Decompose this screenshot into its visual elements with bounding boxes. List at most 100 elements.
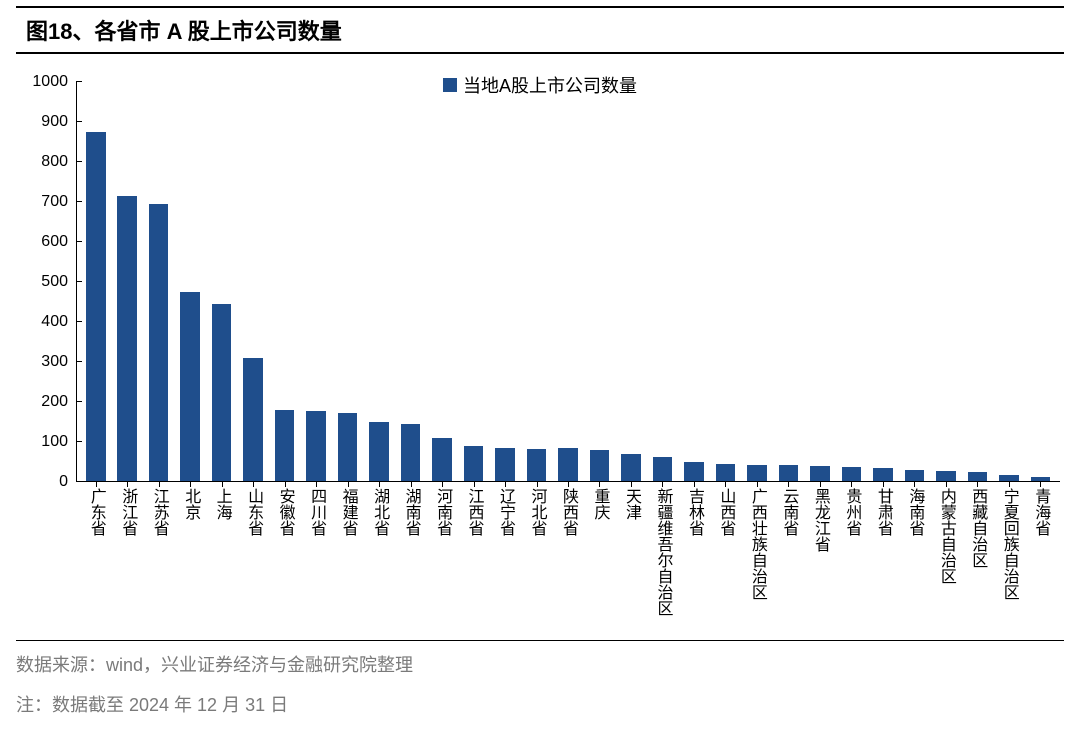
x-tick-mark bbox=[1009, 481, 1010, 487]
x-label-text: 青海省 bbox=[1032, 488, 1048, 632]
x-tick-mark bbox=[568, 481, 569, 487]
x-label: 山西省 bbox=[710, 482, 741, 632]
x-label-text: 重庆 bbox=[591, 488, 607, 632]
x-tick-mark bbox=[316, 481, 317, 487]
x-label: 贵州省 bbox=[836, 482, 867, 632]
bar-slot bbox=[332, 82, 363, 482]
bar-slot bbox=[489, 82, 520, 482]
y-tick-label: 900 bbox=[16, 113, 68, 131]
x-label-text: 山东省 bbox=[245, 488, 261, 632]
bar bbox=[527, 449, 547, 482]
x-label: 青海省 bbox=[1025, 482, 1056, 632]
x-tick-mark bbox=[757, 481, 758, 487]
bar bbox=[684, 462, 704, 482]
x-tick-mark bbox=[599, 481, 600, 487]
bar bbox=[653, 457, 673, 482]
x-label: 四川省 bbox=[300, 482, 331, 632]
x-tick-mark bbox=[631, 481, 632, 487]
x-label-text: 河北省 bbox=[529, 488, 545, 632]
x-tick-mark bbox=[694, 481, 695, 487]
x-label: 吉林省 bbox=[678, 482, 709, 632]
x-label-text: 黑龙江省 bbox=[812, 488, 828, 632]
x-label: 安徽省 bbox=[269, 482, 300, 632]
bar-slot bbox=[836, 82, 867, 482]
bars-container bbox=[76, 82, 1060, 482]
x-tick-mark bbox=[253, 481, 254, 487]
x-tick-mark bbox=[788, 481, 789, 487]
x-label: 湖南省 bbox=[395, 482, 426, 632]
bar-slot bbox=[174, 82, 205, 482]
chart-footer: 数据来源：wind，兴业证券经济与金融研究院整理 注：数据截至 2024 年 1… bbox=[16, 640, 1064, 717]
bar-slot bbox=[269, 82, 300, 482]
x-label: 黑龙江省 bbox=[804, 482, 835, 632]
bar bbox=[810, 466, 830, 482]
x-label: 重庆 bbox=[584, 482, 615, 632]
x-label-text: 西藏自治区 bbox=[969, 488, 985, 632]
x-tick-mark bbox=[348, 481, 349, 487]
bar-slot bbox=[458, 82, 489, 482]
x-tick-mark bbox=[851, 481, 852, 487]
x-label-text: 内蒙古自治区 bbox=[938, 488, 954, 632]
chart-title-bar: 图18、各省市 A 股上市公司数量 bbox=[16, 6, 1064, 54]
bar bbox=[432, 438, 452, 482]
x-tick-mark bbox=[222, 481, 223, 487]
x-tick-mark bbox=[190, 481, 191, 487]
bar-slot bbox=[804, 82, 835, 482]
bar bbox=[558, 448, 578, 482]
x-tick-mark bbox=[474, 481, 475, 487]
bar bbox=[401, 424, 421, 482]
x-label: 浙江省 bbox=[111, 482, 142, 632]
x-label-text: 广东省 bbox=[88, 488, 104, 632]
x-label: 广东省 bbox=[80, 482, 111, 632]
bar bbox=[873, 468, 893, 482]
x-label: 江苏省 bbox=[143, 482, 174, 632]
y-tick-label: 300 bbox=[16, 353, 68, 371]
bar-slot bbox=[1025, 82, 1056, 482]
x-label-text: 贵州省 bbox=[843, 488, 859, 632]
x-tick-mark bbox=[379, 481, 380, 487]
x-tick-mark bbox=[505, 481, 506, 487]
bar bbox=[306, 411, 326, 482]
data-source: 数据来源：wind，兴业证券经济与金融研究院整理 bbox=[16, 651, 1064, 677]
bar-slot bbox=[773, 82, 804, 482]
x-label: 陕西省 bbox=[552, 482, 583, 632]
x-label-text: 甘肃省 bbox=[875, 488, 891, 632]
y-tick-label: 500 bbox=[16, 273, 68, 291]
chart-area: 当地A股上市公司数量 01002003004005006007008009001… bbox=[16, 72, 1064, 632]
y-tick-label: 0 bbox=[16, 473, 68, 491]
bar-slot bbox=[111, 82, 142, 482]
bar-slot bbox=[867, 82, 898, 482]
x-label: 新疆维吾尔自治区 bbox=[647, 482, 678, 632]
bar bbox=[149, 204, 169, 482]
x-tick-mark bbox=[411, 481, 412, 487]
bar bbox=[495, 448, 515, 482]
x-label: 宁夏回族自治区 bbox=[993, 482, 1024, 632]
bar-slot bbox=[363, 82, 394, 482]
x-label: 内蒙古自治区 bbox=[930, 482, 961, 632]
bar bbox=[369, 422, 389, 482]
bar-slot bbox=[300, 82, 331, 482]
x-label: 甘肃省 bbox=[867, 482, 898, 632]
bar bbox=[275, 410, 295, 482]
bar-slot bbox=[143, 82, 174, 482]
x-tick-mark bbox=[127, 481, 128, 487]
x-label-text: 河南省 bbox=[434, 488, 450, 632]
bar-slot bbox=[710, 82, 741, 482]
x-tick-mark bbox=[883, 481, 884, 487]
bar-slot bbox=[521, 82, 552, 482]
y-tick-label: 100 bbox=[16, 433, 68, 451]
x-label-text: 福建省 bbox=[340, 488, 356, 632]
bar-slot bbox=[206, 82, 237, 482]
bar-slot bbox=[395, 82, 426, 482]
y-tick-label: 400 bbox=[16, 313, 68, 331]
x-tick-mark bbox=[820, 481, 821, 487]
bar bbox=[747, 465, 767, 482]
x-label-text: 陕西省 bbox=[560, 488, 576, 632]
x-tick-mark bbox=[1040, 481, 1041, 487]
x-label: 河南省 bbox=[426, 482, 457, 632]
x-tick-mark bbox=[946, 481, 947, 487]
x-tick-mark bbox=[977, 481, 978, 487]
x-label-text: 四川省 bbox=[308, 488, 324, 632]
x-label: 上海 bbox=[206, 482, 237, 632]
x-label-text: 湖北省 bbox=[371, 488, 387, 632]
